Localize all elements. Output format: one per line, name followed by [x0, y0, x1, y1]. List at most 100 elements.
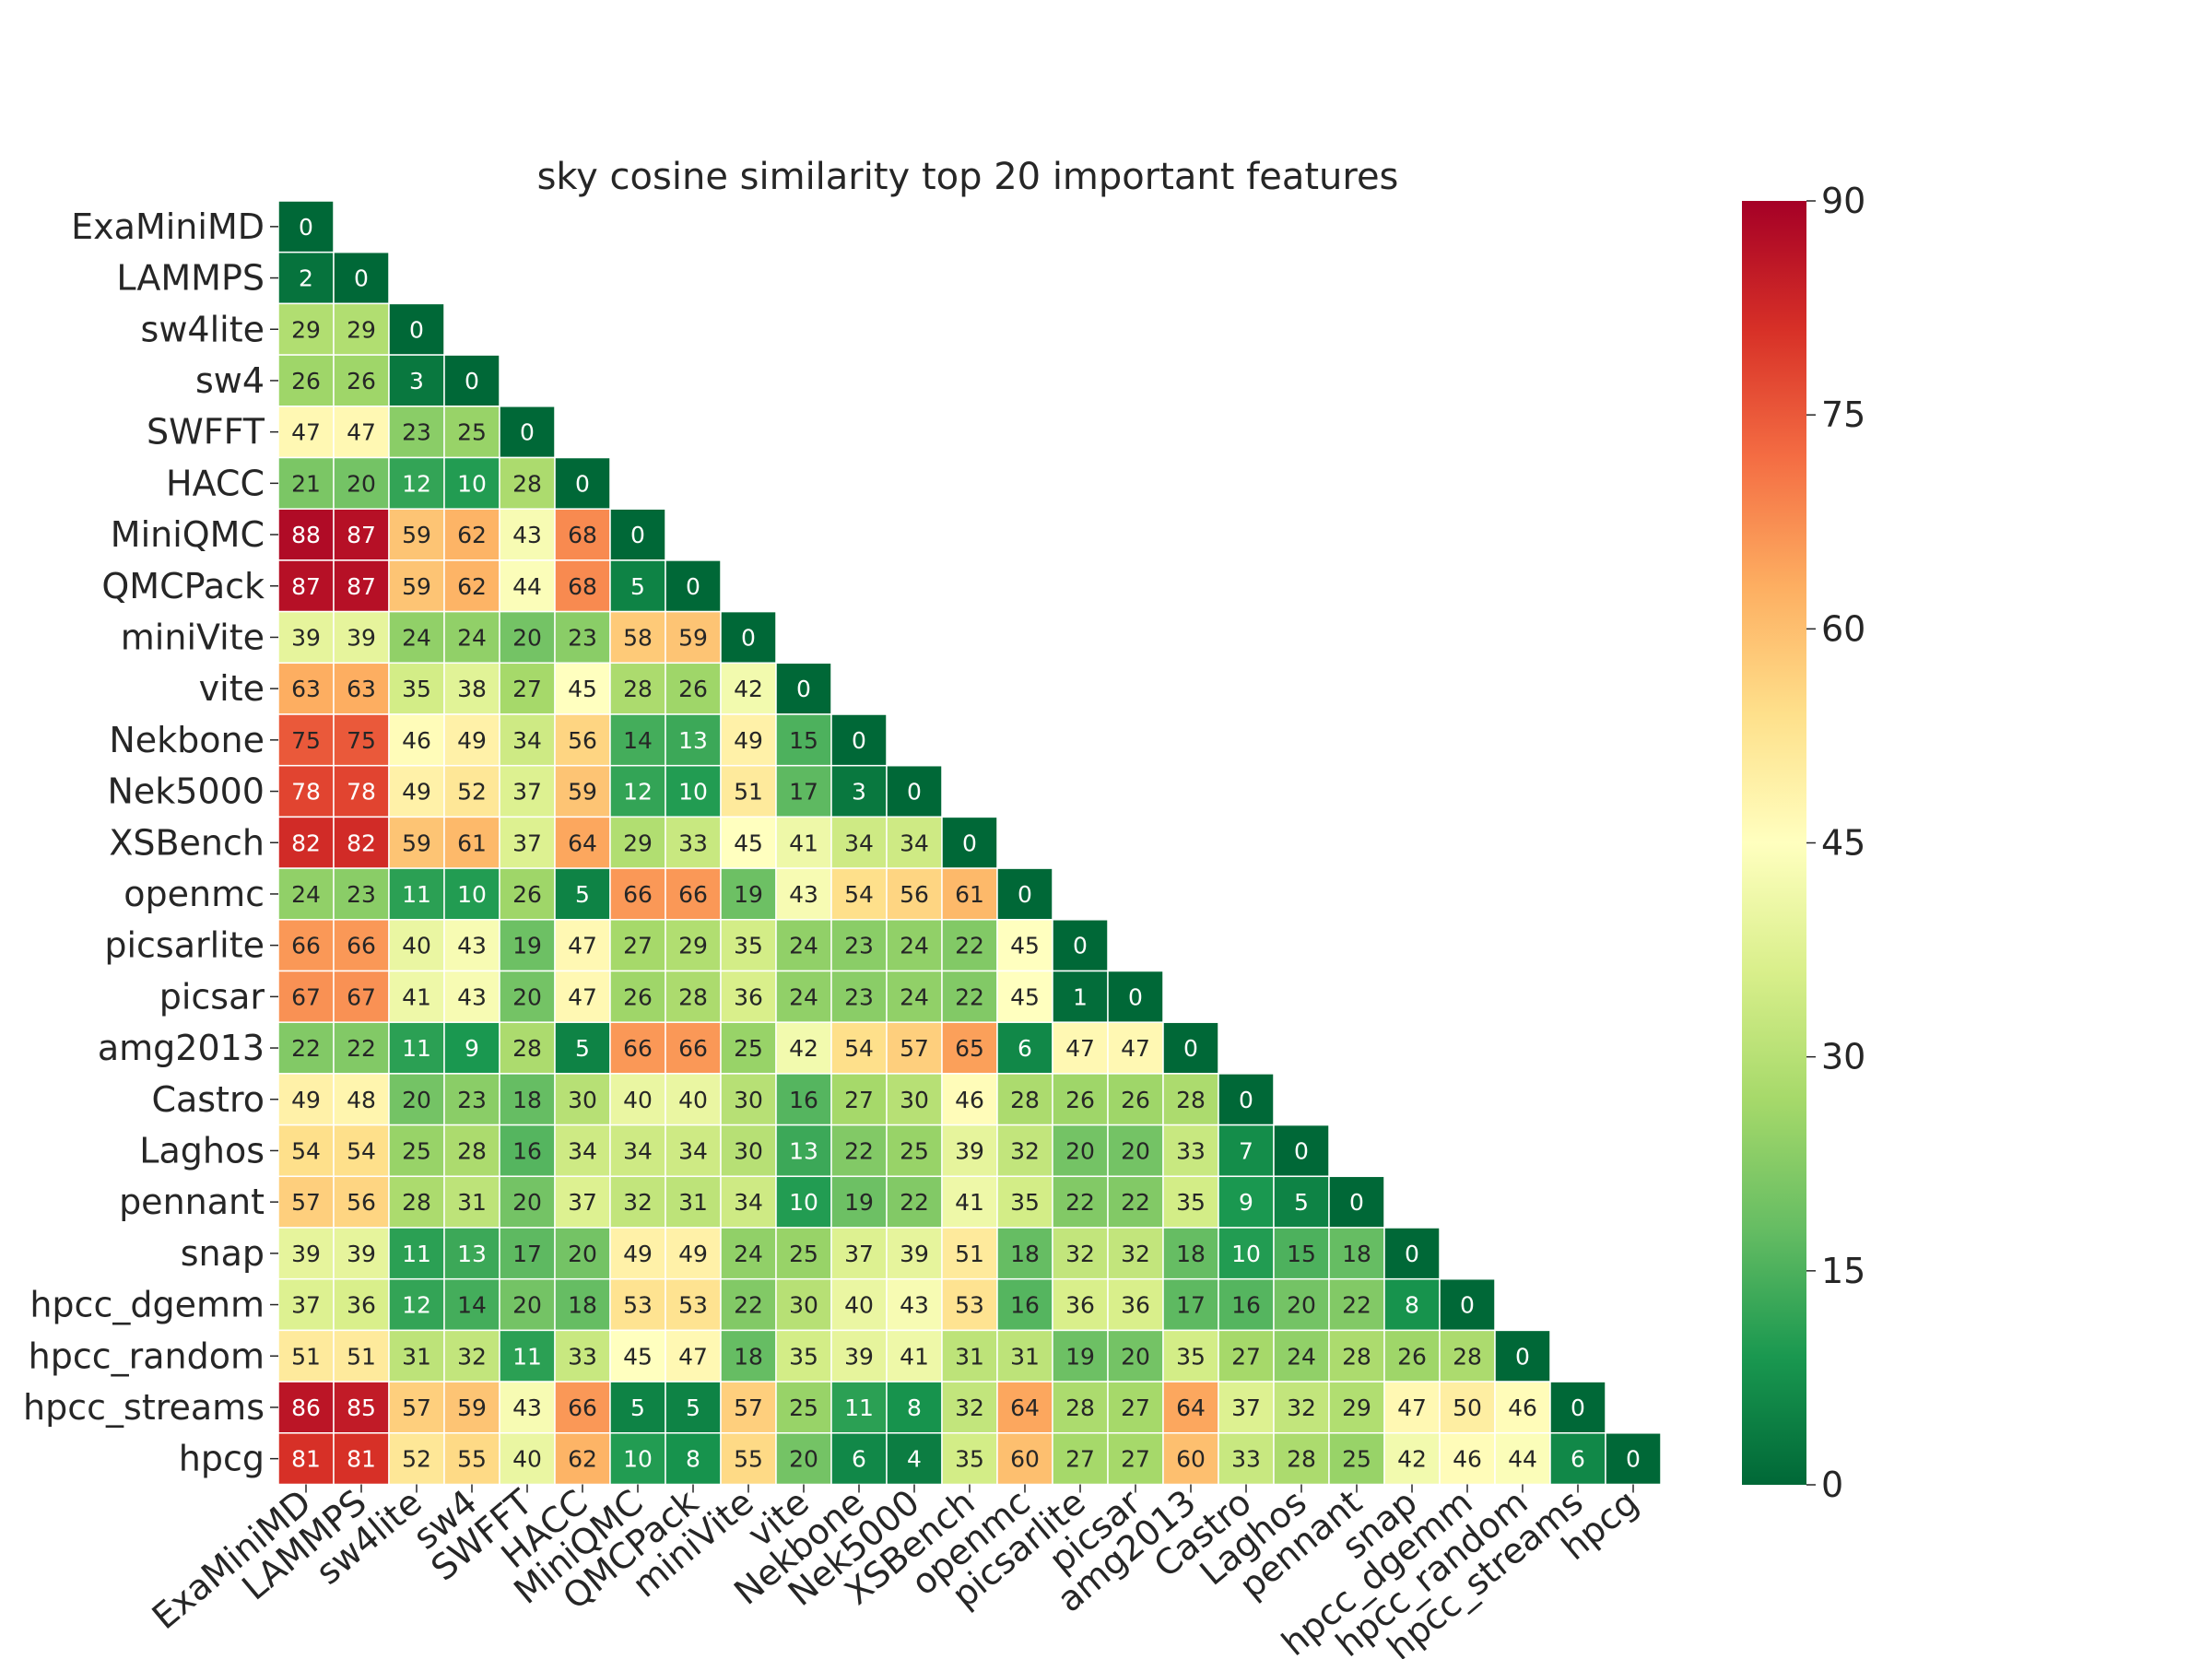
heatmap-cell	[443, 1175, 500, 1229]
heatmap-cell	[499, 919, 556, 972]
y-tick-label: amg2013	[98, 1028, 265, 1068]
cell-value-label: 19	[734, 881, 763, 908]
cell-value-label: 23	[457, 1087, 487, 1113]
cell-value-label: 43	[457, 933, 487, 959]
cell-value-label: 0	[354, 265, 369, 292]
y-tick-label: Laghos	[139, 1130, 265, 1171]
heatmap-cell	[830, 1227, 888, 1280]
heatmap-cell	[886, 867, 943, 921]
cell-value-label: 59	[402, 522, 431, 548]
heatmap-cell	[1218, 1073, 1275, 1126]
cell-value-label: 62	[457, 522, 487, 548]
cell-value-label: 35	[789, 1343, 818, 1370]
cell-value-label: 22	[1065, 1189, 1095, 1216]
colorbar-tick-label: 75	[1821, 394, 1865, 435]
cell-value-label: 28	[1176, 1087, 1206, 1113]
heatmap-cell	[554, 816, 611, 869]
cell-value-label: 30	[900, 1087, 929, 1113]
cell-value-label: 66	[623, 1035, 653, 1062]
cell-value-label: 39	[900, 1241, 929, 1267]
cell-value-label: 18	[568, 1292, 597, 1319]
cell-value-label: 0	[299, 214, 313, 241]
heatmap-cells: 02 029 29 026 26 3 047 47 23 25 021 20 12 10 28 088 87 59…	[277, 200, 1662, 1486]
cell-value-label: 61	[457, 830, 487, 856]
heatmap-cell	[499, 1432, 556, 1486]
cell-value-label: 49	[402, 779, 431, 806]
cell-value-label: 32	[1121, 1241, 1150, 1267]
cell-value-label: 59	[678, 624, 708, 651]
heatmap-cell	[609, 508, 666, 561]
cell-value-label: 40	[844, 1292, 874, 1319]
heatmap-cell	[277, 662, 335, 715]
heatmap-cell	[277, 816, 335, 869]
heatmap-cell	[443, 1329, 500, 1382]
cell-value-label: 1	[1073, 983, 1088, 1010]
y-tick-label: hpcc_random	[29, 1335, 265, 1376]
heatmap-cell	[665, 559, 722, 613]
cell-value-label: 0	[1405, 1241, 1419, 1267]
heatmap-cell	[277, 508, 335, 561]
cell-value-label: 27	[844, 1087, 874, 1113]
y-tick-label: openmc	[124, 874, 265, 914]
heatmap-cell	[1494, 1381, 1551, 1434]
cell-value-label: 33	[678, 830, 708, 856]
heatmap-cell	[554, 456, 611, 510]
cell-value-label: 87	[347, 573, 376, 600]
heatmap-cell	[609, 1227, 666, 1280]
heatmap-cell	[1273, 1227, 1330, 1280]
cell-value-label: 51	[734, 779, 763, 806]
cell-value-label: 64	[568, 830, 597, 856]
cell-value-label: 16	[1231, 1292, 1261, 1319]
cell-value-label: 31	[402, 1343, 431, 1370]
heatmap-cell	[941, 867, 998, 921]
cell-value-label: 37	[512, 779, 542, 806]
cell-value-label: 35	[402, 676, 431, 702]
cell-value-label: 40	[402, 933, 431, 959]
heatmap-cell	[720, 1227, 777, 1280]
heatmap-cell	[499, 456, 556, 510]
cell-value-label: 67	[291, 983, 321, 1010]
cell-value-label: 39	[347, 624, 376, 651]
cell-value-label: 5	[686, 1394, 700, 1421]
heatmap-cell	[1218, 1227, 1275, 1280]
cell-value-label: 15	[1287, 1241, 1316, 1267]
cell-value-label: 51	[955, 1241, 984, 1267]
heatmap-cell	[1218, 1175, 1275, 1229]
cell-value-label: 21	[291, 470, 321, 497]
y-tick-label: QMCPack	[101, 566, 265, 606]
cell-value-label: 38	[457, 676, 487, 702]
cell-value-label: 29	[678, 933, 708, 959]
heatmap-cell	[720, 1381, 777, 1434]
heatmap-cell	[388, 1329, 445, 1382]
cell-value-label: 13	[457, 1241, 487, 1267]
heatmap-cell	[830, 919, 888, 972]
heatmap-cell	[886, 1432, 943, 1486]
cell-value-label: 20	[512, 624, 542, 651]
heatmap-cell	[388, 1073, 445, 1126]
cell-value-label: 33	[1176, 1137, 1206, 1164]
cell-value-label: 47	[1121, 1035, 1150, 1062]
cell-value-label: 35	[1176, 1189, 1206, 1216]
cell-value-label: 32	[457, 1343, 487, 1370]
cell-value-label: 32	[1010, 1137, 1040, 1164]
colorbar-tick-label: 60	[1821, 608, 1865, 649]
heatmap-cell	[277, 1175, 335, 1229]
heatmap-cell	[775, 1124, 832, 1178]
heatmap-cell	[1107, 1227, 1164, 1280]
cell-value-label: 18	[1342, 1241, 1371, 1267]
heatmap-cell	[941, 1021, 998, 1075]
cell-value-label: 42	[1397, 1446, 1427, 1473]
heatmap-cell	[333, 354, 390, 407]
cell-value-label: 23	[347, 881, 376, 908]
heatmap-cell	[665, 867, 722, 921]
heatmap-cell	[554, 1329, 611, 1382]
heatmap-cell	[554, 1227, 611, 1280]
heatmap-cell	[388, 816, 445, 869]
cell-value-label: 30	[568, 1087, 597, 1113]
y-tick-label: Nek5000	[107, 771, 265, 812]
cell-value-label: 14	[457, 1292, 487, 1319]
cell-value-label: 49	[734, 727, 763, 754]
cell-value-label: 0	[796, 676, 811, 702]
y-tick-label: hpcc_dgemm	[29, 1285, 265, 1325]
cell-value-label: 17	[789, 779, 818, 806]
